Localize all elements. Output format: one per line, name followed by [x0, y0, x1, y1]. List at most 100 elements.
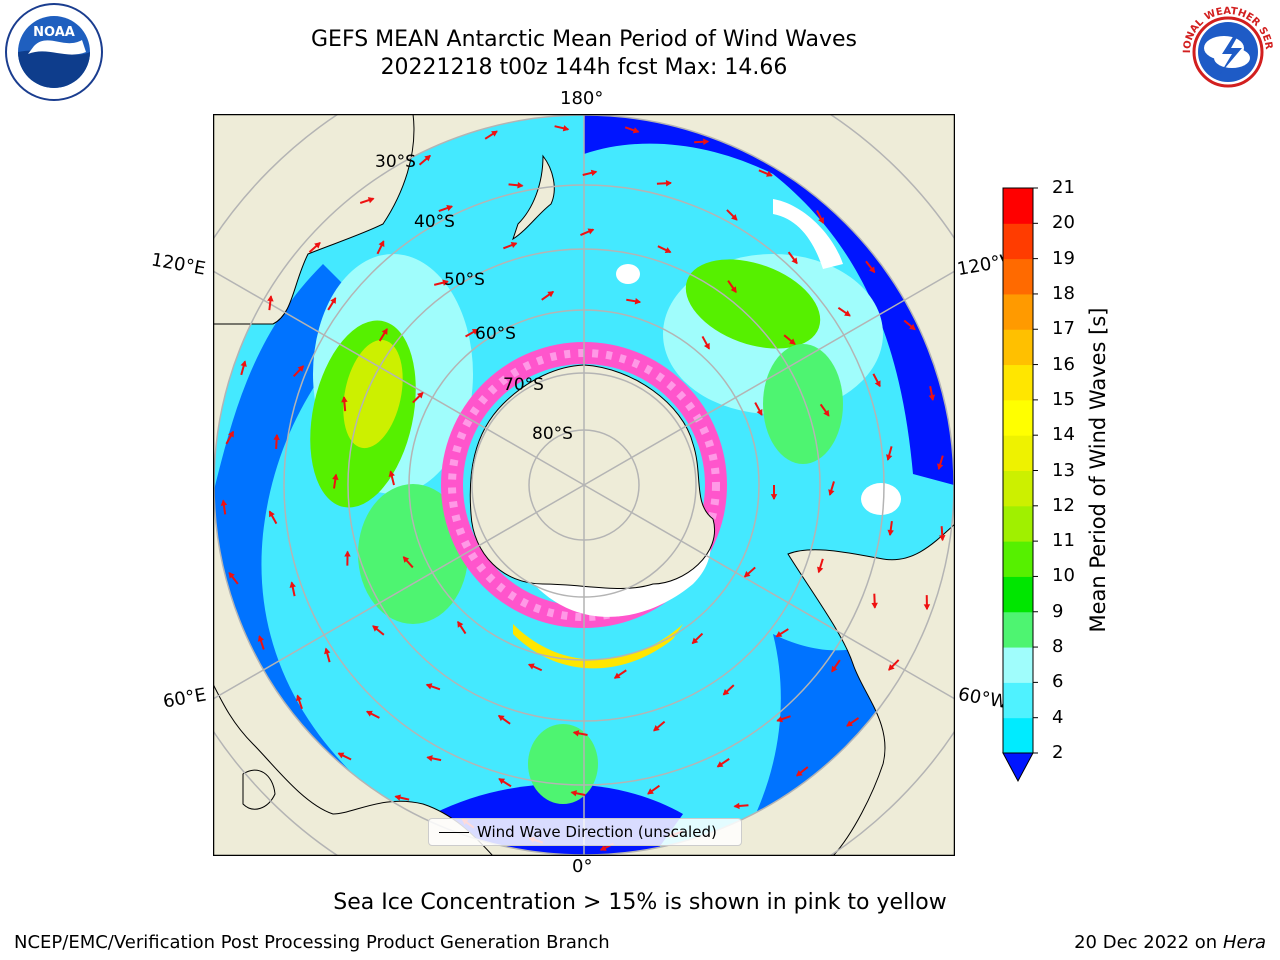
- wave-arrow-head: [703, 138, 710, 146]
- wave-arrow-head: [517, 182, 524, 189]
- colorbar-tick-label: 6: [1052, 671, 1064, 693]
- wave-arrow-head: [770, 494, 778, 501]
- wave-arrow-head: [425, 683, 433, 690]
- lon-label-60e: 60°E: [161, 684, 208, 713]
- wave-arrow-head: [634, 298, 642, 305]
- lat-label-30s: 30°S: [375, 152, 416, 172]
- wave-arrow-head: [868, 266, 876, 274]
- wave-arrow-head: [733, 802, 740, 810]
- wave-arrow-head: [378, 240, 385, 248]
- wave-arrow-head: [240, 360, 247, 367]
- wave-arrow-head: [844, 310, 851, 317]
- colorbar-segment: [1003, 717, 1033, 754]
- wave-arrow-head: [296, 694, 303, 702]
- lat-label-60s: 60°S: [475, 324, 516, 344]
- lon-label-0: 0°: [572, 856, 593, 877]
- wave-arrow-head: [613, 672, 621, 679]
- colorbar-tick-label: 16: [1052, 353, 1075, 375]
- colorbar-tick-label: 18: [1052, 282, 1075, 304]
- date-line: 20 Dec 2022 on Hera: [1074, 932, 1266, 953]
- colorbar-tick-label: 10: [1052, 565, 1075, 587]
- colorbar-tick-label: 12: [1052, 494, 1075, 516]
- lon-label-180: 180°: [560, 88, 604, 109]
- wave-arrow-head: [647, 788, 654, 795]
- wave-arrow-head: [324, 647, 331, 655]
- colorbar-label: Mean Period of Wind Waves [s]: [1086, 307, 1110, 633]
- legend-line-icon: [439, 831, 469, 833]
- colorbar-tick-label: 13: [1052, 459, 1075, 481]
- wave-arrow-head: [273, 433, 280, 440]
- machine-name: Hera: [1222, 932, 1266, 953]
- wave-arrow-head: [730, 286, 737, 294]
- wave-arrow-head: [789, 338, 796, 345]
- lat-label-50s: 50°S: [444, 270, 485, 290]
- colorbar-tick-label: 20: [1052, 212, 1075, 234]
- wave-arrow-head: [562, 125, 570, 132]
- wave-arrow-head: [653, 725, 660, 732]
- colorbar-extend-min: [1002, 752, 1034, 783]
- wave-arrow-head: [817, 566, 824, 574]
- colorbar-tick-label: 2: [1052, 742, 1064, 763]
- wave-arrow-head: [257, 635, 265, 642]
- colorbar-tick-label: 9: [1052, 600, 1064, 622]
- wave-arrow-head: [442, 279, 449, 286]
- wave-arrow-head: [795, 770, 803, 777]
- colorbar-segment: [1003, 576, 1033, 613]
- wave-arrow-head: [923, 604, 931, 611]
- wave-arrow-head: [756, 409, 763, 416]
- wave-arrow-head: [823, 409, 830, 417]
- wave-arrow-head: [722, 688, 730, 696]
- wave-arrow-head: [402, 556, 410, 563]
- wave-arrow-head: [590, 169, 598, 176]
- chart-subtitle: 20221218 t00z 144h fcst Max: 14.66: [380, 55, 788, 80]
- wave-arrow-head: [344, 550, 351, 557]
- wave-arrow-head: [632, 127, 640, 134]
- colorbar-segment: [1003, 541, 1033, 577]
- wave-arrow-head: [776, 716, 783, 723]
- wave-arrow-head: [491, 130, 498, 137]
- colorbar-segment: [1003, 293, 1033, 330]
- wave-arrow-head: [831, 665, 838, 673]
- australia-land: [213, 114, 415, 325]
- wave-arrow-head: [332, 473, 339, 480]
- chart-title: GEFS MEAN Antarctic Mean Period of Wind …: [311, 27, 857, 52]
- colorbar-tick-label: 8: [1052, 636, 1064, 658]
- wave-arrow-head: [599, 844, 607, 851]
- wave-arrow-head: [471, 329, 479, 335]
- legend-label: Wind Wave Direction (unscaled): [477, 823, 717, 841]
- colorbar-segment: [1003, 188, 1033, 224]
- wave-arrow-head: [330, 297, 337, 304]
- wave-arrow-head: [818, 217, 824, 224]
- wave-arrow-head: [716, 761, 724, 768]
- wave-arrow-head: [828, 489, 835, 496]
- wave-arrow-head: [297, 365, 305, 372]
- wave-arrow-head: [731, 214, 738, 221]
- wave-arrow-head: [871, 602, 878, 609]
- map-frame: [213, 114, 955, 856]
- wave-arrow-head: [424, 154, 431, 162]
- wave-arrow-head: [887, 529, 894, 536]
- wave-arrow-head: [269, 510, 275, 518]
- wave-arrow-head: [888, 664, 895, 671]
- antarctic-map: [213, 114, 955, 856]
- colorbar-tick-label: 14: [1052, 424, 1075, 446]
- wave-arrow-head: [743, 571, 751, 578]
- colorbar-segment: [1003, 470, 1033, 507]
- wave-arrow-head: [381, 328, 388, 335]
- wave-arrow-head: [928, 394, 936, 401]
- colorbar-segment: [1003, 647, 1033, 683]
- colorbar-segment: [1003, 223, 1033, 260]
- wave-arrow-head: [337, 752, 345, 759]
- noaa-logo: NOAA: [5, 3, 103, 101]
- nws-logo: NATIONAL WEATHER SERVICE: [1178, 2, 1276, 100]
- svg-text:NOAA: NOAA: [33, 25, 75, 40]
- colorbar-tick-label: 21: [1052, 177, 1075, 198]
- colorbar-segment: [1003, 505, 1033, 542]
- wave-arrow-head: [228, 571, 235, 579]
- wave-arrow-head: [886, 454, 893, 461]
- new-zealand-land: [512, 154, 555, 241]
- wave-arrow-head: [691, 637, 699, 645]
- wave-arrow-head: [220, 499, 228, 506]
- colorbar-tick-label: 11: [1052, 530, 1075, 552]
- wave-arrow-head: [341, 396, 348, 403]
